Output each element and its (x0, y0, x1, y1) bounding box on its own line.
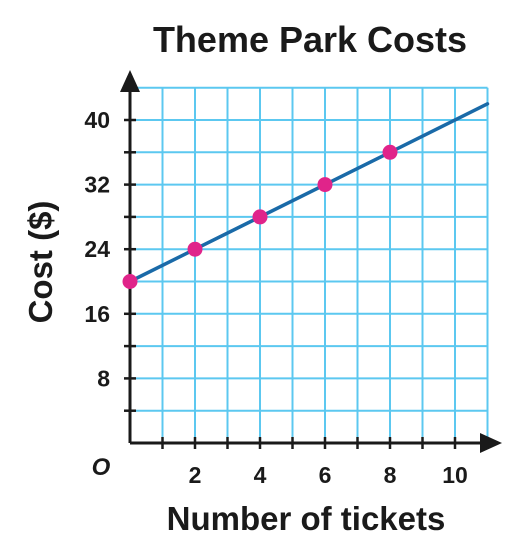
x-tick-label: 8 (384, 462, 397, 488)
trend-line-group (128, 102, 490, 284)
x-tick-label: 4 (254, 462, 267, 488)
chart-title: Theme Park Costs (153, 19, 467, 60)
axes (120, 70, 502, 453)
y-tick-label: 8 (97, 365, 110, 391)
data-point (122, 274, 138, 289)
origin-label: O (92, 454, 111, 481)
data-points (122, 144, 398, 289)
y-tick-label: 40 (84, 107, 110, 133)
x-tick-label: 6 (319, 462, 332, 488)
y-tick-label: 24 (84, 236, 110, 262)
data-point (317, 177, 333, 193)
data-point (252, 209, 268, 225)
x-tick-label: 2 (189, 462, 202, 488)
y-tick-label: 32 (84, 172, 110, 198)
x-axis-label: Number of tickets (167, 500, 446, 537)
trend-line (128, 102, 490, 284)
y-tick-label: 16 (84, 301, 110, 327)
x-tick-label: 10 (442, 462, 468, 488)
y-axis-label: Cost ($) (22, 201, 59, 324)
grid (130, 86, 489, 443)
x-axis-arrow (480, 433, 502, 453)
data-point (382, 144, 398, 160)
data-point (187, 241, 203, 257)
